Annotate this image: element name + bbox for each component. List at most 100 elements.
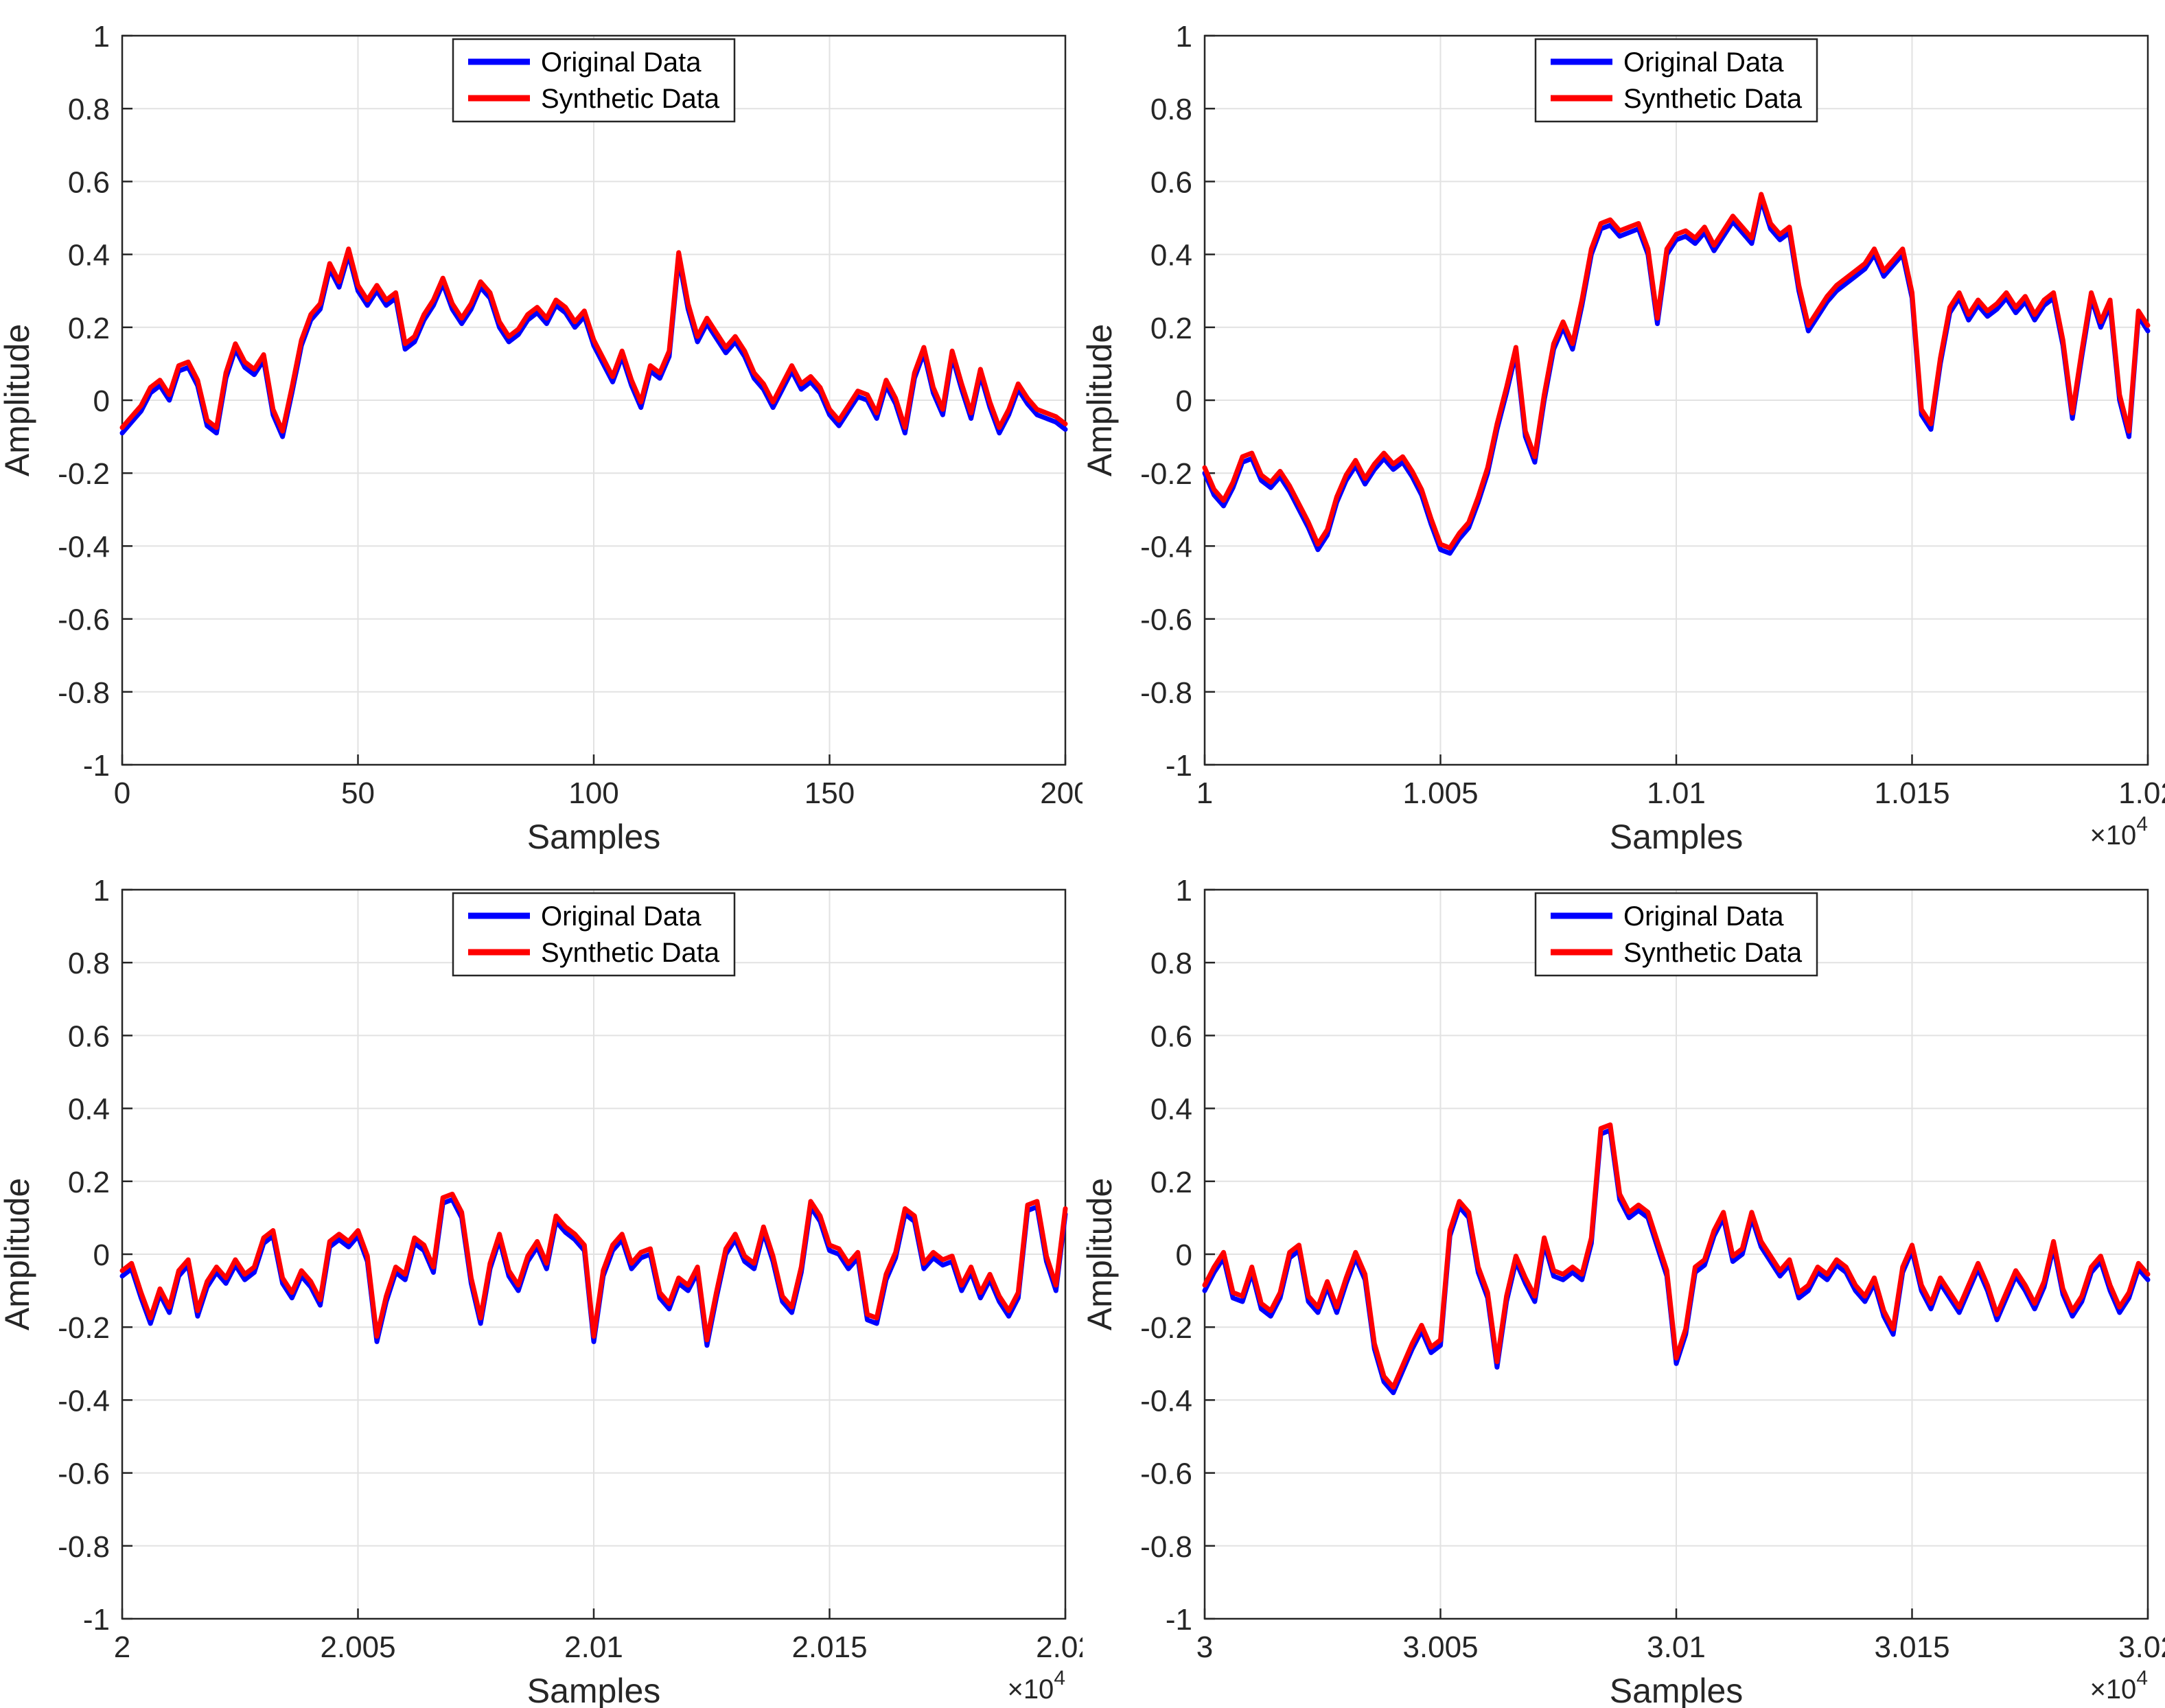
y-tick-label: 0.2 (1150, 312, 1192, 345)
synthetic-data-line (119, 1191, 1068, 1343)
legend-label-original: Original Data (541, 47, 702, 78)
x-axis-exponent-power: 4 (1054, 1667, 1065, 1689)
y-tick-label: -0.2 (58, 457, 110, 491)
legend: Original Data Synthetic Data (452, 892, 736, 977)
x-tick-label: 3.005 (1402, 1630, 1478, 1664)
y-tick-label: 0.8 (68, 93, 110, 126)
y-tick-label: -0.6 (1140, 1457, 1192, 1491)
legend-label-original: Original Data (541, 901, 702, 932)
x-tick-label: 3.01 (1647, 1630, 1706, 1664)
y-tick-label: -0.8 (58, 1530, 110, 1564)
y-tick-label: 0 (1176, 384, 1192, 418)
y-tick-label: -0.4 (1140, 530, 1192, 564)
x-axis-label: Samples (527, 818, 661, 854)
y-tick-label: -1 (83, 1603, 110, 1637)
legend-box (1534, 38, 1818, 123)
y-tick-label: 0 (1176, 1238, 1192, 1272)
legend-label-synthetic: Synthetic Data (1623, 938, 1803, 968)
chart-top-right: 1 1.005 1.01 1.015 1.02 -1 -0.8 -0.6 -0.4 -0.2 0 0.… (1082, 0, 2165, 854)
x-axis-label: Samples (1610, 818, 1744, 854)
legend-label-synthetic: Synthetic Data (541, 938, 720, 968)
chart-bottom-left: 2 2.005 2.01 2.015 2.02 -1 -0.8 -0.6 -0.4 -0.2 0 0.… (0, 854, 1082, 1708)
legend-box (452, 892, 736, 977)
y-tick-label: -0.8 (1140, 1530, 1192, 1564)
y-tick-label: 1 (93, 874, 110, 908)
y-tick-label: 0.8 (1150, 93, 1192, 126)
x-tick-label: 3.015 (1874, 1630, 1949, 1664)
x-axis-exponent-power: 4 (2136, 1667, 2148, 1689)
x-tick-label: 2.01 (564, 1630, 623, 1664)
x-tick-label: 1.005 (1402, 776, 1478, 810)
y-tick-label: 0.6 (68, 1019, 110, 1053)
x-axis-label: Samples (1610, 1672, 1744, 1708)
y-tick-label: -0.4 (58, 1384, 110, 1418)
x-axis-exponent: ×104 (1007, 1667, 1065, 1705)
plot-area: 0 50 100 150 200 -1 -0.8 -0.6 -0.4 -0.2 0 0.2 0.4 0.6… (0, 20, 1082, 854)
y-tick-label: 0.6 (1150, 165, 1192, 199)
synthetic-data-line (119, 246, 1068, 434)
y-tick-label: 1 (1176, 874, 1192, 908)
y-tick-label: -0.6 (58, 1457, 110, 1491)
x-axis-exponent-base: ×10 (2089, 820, 2136, 851)
y-tick-label: -0.2 (1140, 457, 1192, 491)
y-tick-label: -0.6 (1140, 603, 1192, 637)
y-tick-label: 0.8 (68, 947, 110, 980)
y-tick-label: -0.2 (1140, 1311, 1192, 1345)
x-tick-label: 2 (114, 1630, 130, 1664)
y-axis-label: Amplitude (1082, 1178, 1119, 1330)
x-axis-exponent: ×104 (2089, 1667, 2148, 1705)
legend-label-synthetic: Synthetic Data (541, 84, 720, 114)
y-axis-label: Amplitude (0, 1178, 36, 1330)
x-tick-label: 200 (1040, 776, 1082, 810)
y-tick-label: 0 (93, 1238, 110, 1272)
legend-label-original: Original Data (1623, 901, 1784, 932)
y-tick-label: 0.2 (68, 1166, 110, 1199)
x-tick-label: 100 (568, 776, 618, 810)
x-tick-label: 50 (341, 776, 375, 810)
y-tick-label: 0.4 (1150, 1093, 1192, 1127)
x-tick-label: 3.02 (2118, 1630, 2165, 1664)
y-tick-label: 1 (93, 20, 110, 54)
legend: Original Data Synthetic Data (1534, 38, 1818, 123)
legend-box (1534, 892, 1818, 977)
synthetic-data-line (1202, 1122, 2151, 1390)
y-tick-label: -0.4 (1140, 1384, 1192, 1418)
x-axis-exponent-base: ×10 (2089, 1674, 2136, 1705)
y-tick-label: 1 (1176, 20, 1192, 54)
y-tick-label: -0.4 (58, 530, 110, 564)
x-tick-label: 1.02 (2118, 776, 2165, 810)
legend-box (452, 38, 736, 123)
y-tick-label: 0.2 (1150, 1166, 1192, 1199)
legend: Original Data Synthetic Data (1534, 892, 1818, 977)
x-tick-label: 2.015 (791, 1630, 867, 1664)
x-axis-exponent-base: ×10 (1007, 1674, 1054, 1705)
x-tick-label: 150 (804, 776, 855, 810)
x-tick-label: 0 (114, 776, 130, 810)
y-tick-label: -0.6 (58, 603, 110, 637)
legend-label-original: Original Data (1623, 47, 1784, 78)
legend: Original Data Synthetic Data (452, 38, 736, 123)
y-tick-label: -0.2 (58, 1311, 110, 1345)
y-tick-label: -1 (1166, 1603, 1192, 1637)
y-tick-label: -1 (83, 749, 110, 783)
original-data-line (1202, 197, 2151, 556)
y-axis-label: Amplitude (1082, 324, 1119, 476)
y-tick-label: 0.4 (1150, 239, 1192, 273)
x-tick-label: 1 (1196, 776, 1213, 810)
x-tick-label: 3 (1196, 1630, 1213, 1664)
plot-area: 1 1.005 1.01 1.015 1.02 -1 -0.8 -0.6 -0.4 -0.2 0 0.… (1082, 20, 2165, 854)
x-axis-exponent: ×104 (2089, 813, 2148, 851)
y-tick-label: -1 (1166, 749, 1192, 783)
y-tick-label: 0.4 (68, 1093, 110, 1127)
synthetic-data-line (1202, 192, 2151, 551)
y-tick-label: -0.8 (58, 676, 110, 710)
plot-area: 2 2.005 2.01 2.015 2.02 -1 -0.8 -0.6 -0.4 -0.2 0 0.… (0, 874, 1082, 1708)
plot-area: 3 3.005 3.01 3.015 3.02 -1 -0.8 -0.6 -0.4 -0.2 0 0.… (1082, 874, 2165, 1708)
x-tick-label: 1.015 (1874, 776, 1949, 810)
chart-bottom-right: 3 3.005 3.01 3.015 3.02 -1 -0.8 -0.6 -0.4 -0.2 0 0.… (1082, 854, 2165, 1708)
y-tick-label: 0.8 (1150, 947, 1192, 980)
x-axis-exponent-power: 4 (2136, 813, 2148, 835)
x-tick-label: 1.01 (1647, 776, 1706, 810)
y-tick-label: 0.2 (68, 312, 110, 345)
